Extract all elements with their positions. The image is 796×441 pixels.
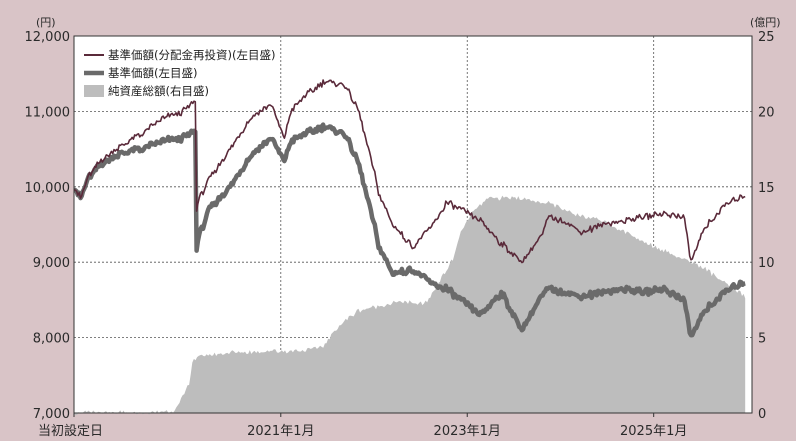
x-tick-label: 2023年1月 [434,424,501,439]
left-tick-label: 11,000 [25,105,71,120]
left-tick-label: 10,000 [25,181,71,196]
legend-label-nav: 基準価額(左目盛) [108,66,197,80]
net-assets-area [74,195,746,416]
left-tick-label: 9,000 [33,256,70,271]
legend: 基準価額(分配金再投資)(左目盛) 基準価額(左目盛) 純資産総額(右目盛) [84,48,275,98]
left-tick-label: 8,000 [33,332,70,347]
legend-swatch-assets [84,85,104,97]
plot-frame [73,35,753,414]
x-tick-label: 2021年1月 [247,424,314,439]
left-axis: 12,000 11,000 10,000 9,000 8,000 7,000 [25,30,71,422]
right-axis-unit: (億円) [750,16,781,29]
x-tick-label: 当初設定日 [38,423,103,439]
nav-line [73,122,747,338]
right-tick-label: 20 [758,105,775,120]
right-tick-label: 25 [758,30,775,45]
right-tick-label: 15 [758,181,775,196]
legend-label-reinvested: 基準価額(分配金再投資)(左目盛) [108,48,275,62]
right-tick-label: 10 [758,256,775,271]
left-tick-label: 7,000 [33,407,70,422]
right-tick-label: 5 [758,332,766,347]
reinvested-nav-line [73,79,746,264]
legend-label-assets: 純資産総額(右目盛) [108,84,209,98]
x-axis: 当初設定日 2021年1月 2023年1月 2025年1月 [38,413,687,439]
x-tick-label: 2025年1月 [620,424,687,439]
right-tick-label: 0 [758,407,766,422]
left-tick-label: 12,000 [25,30,71,45]
left-axis-unit: (円) [36,16,56,29]
right-axis: 25 20 15 10 5 0 [758,30,775,422]
